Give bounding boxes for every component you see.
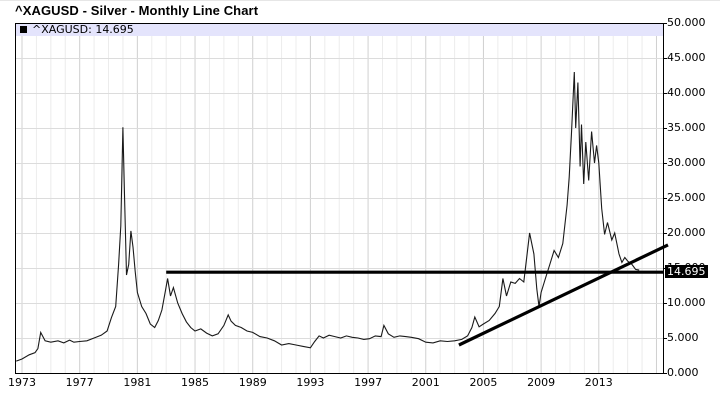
x-tick-label: 2001	[411, 376, 440, 389]
price-line	[16, 71, 640, 362]
y-tick-label: 35.000	[667, 121, 706, 134]
legend-label: ^XAGUSD: 14.695	[32, 23, 134, 36]
x-tick-label: 2009	[527, 376, 556, 389]
x-tick-label: 1977	[65, 376, 94, 389]
chart-title: ^XAGUSD - Silver - Monthly Line Chart	[15, 3, 259, 18]
y-tick-label: 40.000	[667, 86, 706, 99]
y-tick-label: 50.000	[667, 16, 706, 29]
y-tick-label: 10.000	[667, 296, 706, 309]
y-tick-label: 20.000	[667, 226, 706, 239]
x-tick-label: 2013	[584, 376, 613, 389]
axes	[15, 23, 667, 374]
y-tick-label: 0.000	[667, 366, 699, 379]
x-tick-label: 2005	[469, 376, 498, 389]
x-tick-label: 1989	[238, 376, 267, 389]
y-tick-label: 5.000	[667, 331, 699, 344]
y-tick-label: 45.000	[667, 51, 706, 64]
x-tick-label: 1985	[181, 376, 210, 389]
y-tick-label: 30.000	[667, 156, 706, 169]
legend-bar: ^XAGUSD: 14.695	[16, 23, 663, 36]
last-value-label: 14.695	[665, 265, 708, 278]
x-tick-label: 1993	[296, 376, 325, 389]
x-tick-label: 1981	[123, 376, 152, 389]
rising-trendline	[458, 243, 669, 347]
x-tick-label: 1973	[8, 376, 36, 389]
x-tick-label: 1997	[354, 376, 383, 389]
y-tick-label: 25.000	[667, 191, 706, 204]
legend-swatch-icon	[20, 26, 27, 33]
grid-lines	[15, 23, 663, 374]
trendline-annotations	[166, 243, 669, 347]
top-border	[0, 0, 720, 1]
